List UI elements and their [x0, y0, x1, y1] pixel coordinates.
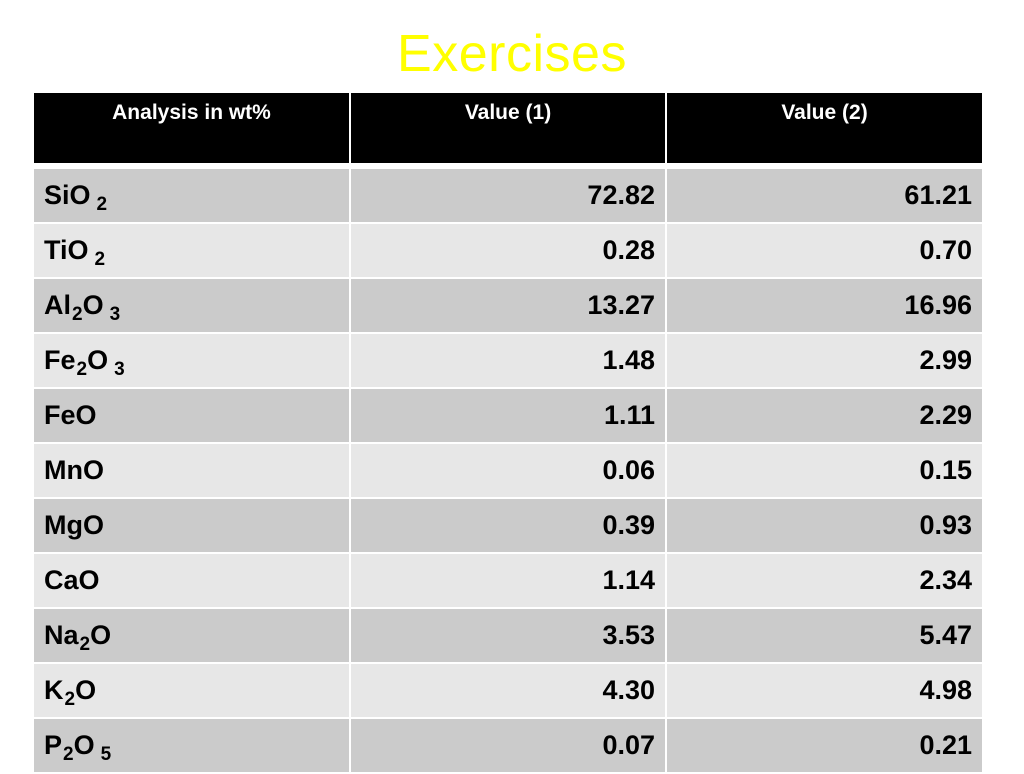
oxide-text: Fe: [44, 345, 76, 375]
oxide-subscript: 2: [64, 689, 76, 710]
oxide-text: Na: [44, 620, 79, 650]
table-row: SiO 2 72.82 61.21: [34, 168, 982, 224]
oxide-label: TiO 2: [34, 223, 351, 279]
oxide-text: TiO: [44, 235, 89, 265]
value-1-cell: 0.28: [350, 223, 667, 279]
value-1-cell: 1.48: [350, 333, 667, 389]
oxide-subscript: 2: [76, 359, 88, 380]
value-1-cell: 1.11: [350, 388, 667, 444]
table-row: P2O 5 0.07 0.21: [34, 718, 982, 774]
column-header-value-2: Value (2): [666, 93, 982, 163]
oxide-subscript: 2: [72, 304, 83, 325]
oxide-text: MnO: [44, 455, 104, 485]
column-header-value-1: Value (1): [350, 93, 667, 163]
value-2-cell: 5.47: [666, 608, 982, 664]
table-header-row: Analysis in wt% Value (1) Value (2): [34, 93, 982, 163]
oxide-text: O: [90, 620, 112, 650]
value-2-cell: 0.15: [666, 443, 982, 499]
value-2-cell: 2.34: [666, 553, 982, 609]
table-row: Na2O 3.53 5.47: [34, 608, 982, 664]
table-row: Al2O 3 13.27 16.96: [34, 278, 982, 334]
oxide-subscript: 2: [63, 744, 74, 765]
value-2-cell: 61.21: [666, 168, 982, 224]
table-row: TiO 2 0.28 0.70: [34, 223, 982, 279]
value-1-cell: 1.14: [350, 553, 667, 609]
value-1-cell: 13.27: [350, 278, 667, 334]
value-2-cell: 16.96: [666, 278, 982, 334]
oxide-text: FeO: [44, 400, 97, 430]
oxide-text: K: [44, 675, 64, 705]
table-row: K2O 4.30 4.98: [34, 663, 982, 719]
value-2-cell: 2.29: [666, 388, 982, 444]
value-2-cell: 0.93: [666, 498, 982, 554]
oxide-label: MgO: [34, 498, 351, 554]
oxide-text: P: [44, 730, 63, 760]
oxide-subscript: 3: [114, 359, 125, 380]
oxide-label: SiO 2: [34, 168, 351, 224]
oxide-label: CaO: [34, 553, 351, 609]
oxide-label: K2O: [34, 663, 351, 719]
value-2-cell: 4.98: [666, 663, 982, 719]
oxide-label: P2O 5: [34, 718, 351, 774]
table-row: MgO 0.39 0.93: [34, 498, 982, 554]
value-1-cell: 72.82: [350, 168, 667, 224]
value-1-cell: 0.07: [350, 718, 667, 774]
oxide-text: CaO: [44, 565, 100, 595]
oxide-subscript: 2: [96, 194, 108, 215]
value-1-cell: 3.53: [350, 608, 667, 664]
value-2-cell: 0.21: [666, 718, 982, 774]
oxide-subscript: 5: [100, 744, 112, 765]
oxide-label: Fe2O 3: [34, 333, 351, 389]
table-row: MnO 0.06 0.15: [34, 443, 982, 499]
oxide-text: O: [82, 290, 104, 320]
column-header-analysis: Analysis in wt%: [34, 93, 351, 163]
table-row: CaO 1.14 2.34: [34, 553, 982, 609]
oxide-label: Al2O 3: [34, 278, 351, 334]
oxide-label: MnO: [34, 443, 351, 499]
oxide-text: SiO: [44, 180, 91, 210]
table-row: FeO 1.11 2.29: [34, 388, 982, 444]
oxide-subscript: 3: [109, 304, 121, 325]
oxide-label: FeO: [34, 388, 351, 444]
table-row: Fe2O 3 1.48 2.99: [34, 333, 982, 389]
oxide-text: O: [75, 675, 97, 705]
value-1-cell: 4.30: [350, 663, 667, 719]
value-2-cell: 0.70: [666, 223, 982, 279]
oxide-label: Na2O: [34, 608, 351, 664]
value-2-cell: 2.99: [666, 333, 982, 389]
oxide-text: O: [73, 730, 95, 760]
oxide-subscript: 2: [94, 249, 106, 270]
oxide-subscript: 2: [79, 634, 91, 655]
value-1-cell: 0.06: [350, 443, 667, 499]
analysis-table: Analysis in wt% Value (1) Value (2) SiO 2…: [34, 93, 982, 774]
oxide-text: Al: [44, 290, 71, 320]
value-1-cell: 0.39: [350, 498, 667, 554]
oxide-text: MgO: [44, 510, 104, 540]
slide-title: Exercises: [397, 25, 627, 83]
oxide-text: O: [87, 345, 109, 375]
